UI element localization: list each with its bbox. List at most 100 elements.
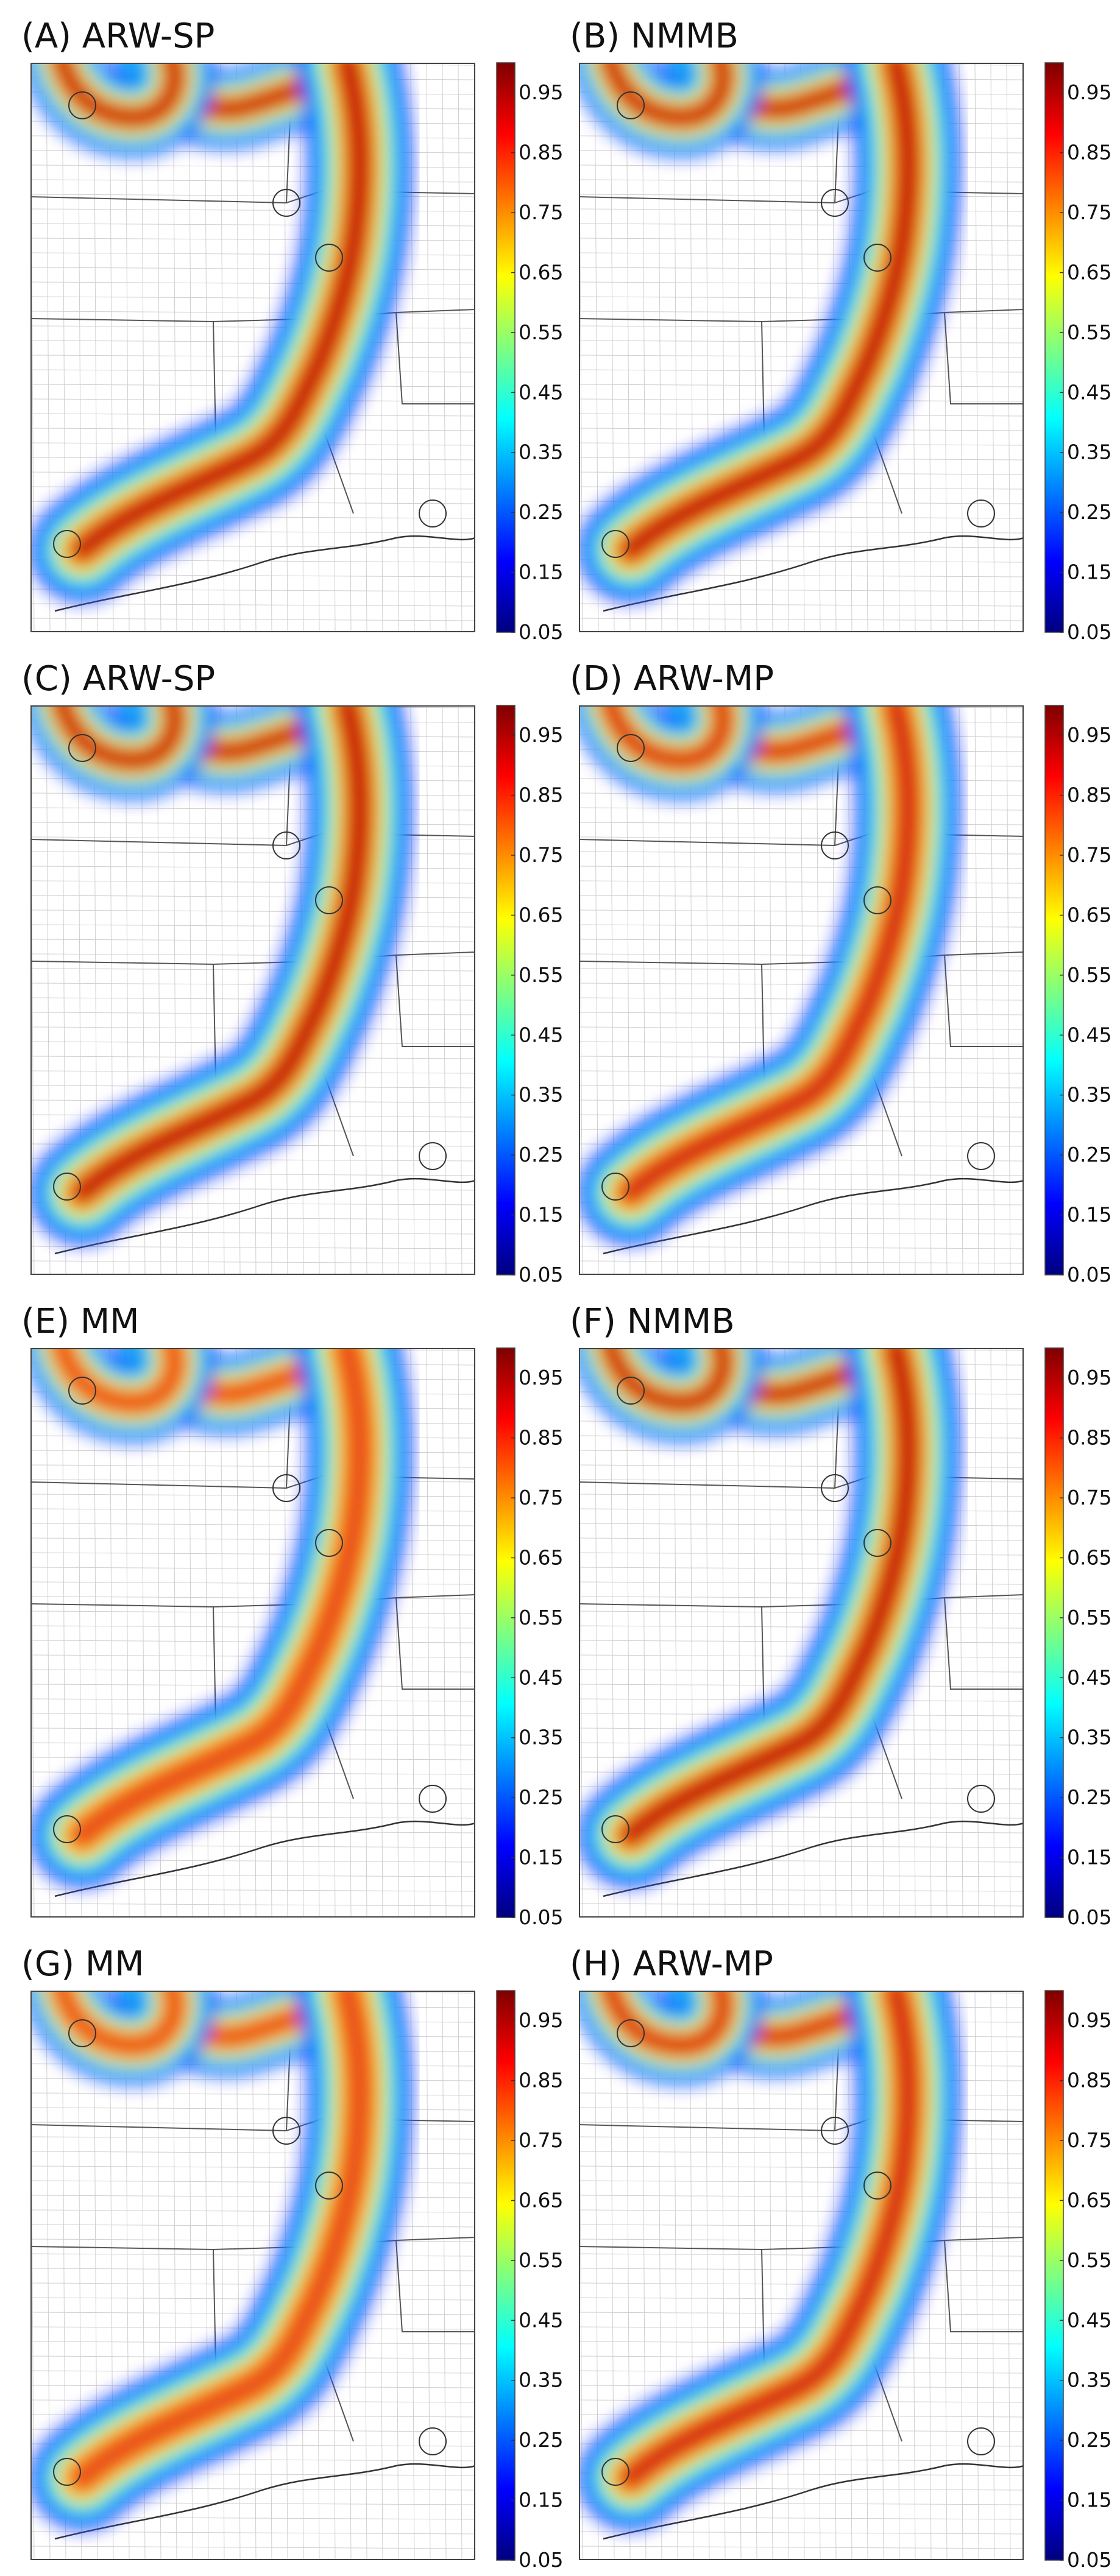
map-frame <box>579 705 1024 1275</box>
panel-title: (F) NMMB <box>570 1302 735 1341</box>
coastline <box>54 2463 475 2540</box>
colorbar-tick-label: 0.65 <box>1067 260 1111 284</box>
colorbar-tick-label: 0.65 <box>519 1545 563 1569</box>
colorbar-tick-label: 0.25 <box>1067 500 1111 524</box>
colorbar-tick-label: 0.15 <box>519 2488 563 2512</box>
map-frame <box>579 63 1024 632</box>
colorbar: 0.95 0.85 0.75 0.65 0.55 0.45 0.35 0.25 0.15 0.05 <box>1044 1347 1111 1929</box>
colorbar-tick-label: 0.95 <box>1067 1366 1111 1389</box>
colorbar-tick-label: 0.35 <box>1067 2368 1111 2392</box>
colorbar-tick-label: 0.75 <box>1067 2128 1111 2152</box>
colorbar-tick-label: 0.55 <box>1067 963 1111 987</box>
coastline <box>54 1820 475 1897</box>
colorbar-tick-label: 0.35 <box>1067 1726 1111 1749</box>
colorbar: 0.95 0.85 0.75 0.65 0.55 0.45 0.35 0.25 0.15 0.05 <box>1044 1990 1111 2572</box>
colorbar-tick-label: 0.25 <box>1067 1143 1111 1166</box>
colorbar-gradient <box>496 705 516 1276</box>
probability-map <box>30 705 475 1275</box>
colorbar-tick-label: 0.55 <box>519 1606 563 1629</box>
colorbar: 0.95 0.85 0.75 0.65 0.55 0.45 0.35 0.25 0.15 0.05 <box>496 62 563 644</box>
colorbar-gradient <box>496 1347 516 1918</box>
colorbar-tick-label: 0.55 <box>1067 2248 1111 2272</box>
colorbar-tick-label: 0.65 <box>519 260 563 284</box>
colorbar-gradient <box>1044 705 1064 1276</box>
probability-band <box>30 1991 412 2530</box>
colorbar-tick-label: 0.85 <box>1067 1426 1111 1450</box>
colorbar-gradient <box>1044 62 1064 633</box>
colorbar-tick-label: 0.35 <box>519 1083 563 1107</box>
coastline <box>54 1177 475 1255</box>
circle-markers <box>53 2019 447 2486</box>
colorbar-tick-label: 0.95 <box>519 80 563 104</box>
probability-band <box>579 1348 960 1887</box>
colorbar-tick-label: 0.15 <box>1067 560 1111 584</box>
colorbar-tick-label: 0.15 <box>1067 1846 1111 1869</box>
circle-markers <box>53 91 447 558</box>
colorbar-tick-label: 0.45 <box>519 2308 563 2332</box>
colorbar-tick-label: 0.85 <box>519 141 563 164</box>
colorbar-tick-label: 0.25 <box>1067 1785 1111 1809</box>
probability-map <box>579 705 1024 1275</box>
colorbar-tick-label: 0.45 <box>1067 1023 1111 1046</box>
colorbar-tick-label: 0.05 <box>519 620 563 644</box>
colorbar-gradient <box>1044 1990 1064 2561</box>
coastline <box>603 1820 1024 1897</box>
colorbar-tick-label: 0.35 <box>519 2368 563 2392</box>
colorbar: 0.95 0.85 0.75 0.65 0.55 0.45 0.35 0.25 0.15 0.05 <box>496 705 563 1286</box>
colorbar-tick-label: 0.65 <box>1067 1545 1111 1569</box>
colorbar-tick-label: 0.75 <box>519 843 563 867</box>
colorbar-tick-label: 0.75 <box>519 2128 563 2152</box>
colorbar-tick-label: 0.45 <box>519 1665 563 1689</box>
colorbar-tick-label: 0.55 <box>519 963 563 987</box>
colorbar-tick-label: 0.95 <box>1067 723 1111 747</box>
circle-markers <box>601 1377 995 1843</box>
panel-title: (H) ARW-MP <box>570 1944 773 1984</box>
colorbar-tick-label: 0.05 <box>1067 1905 1111 1929</box>
panel-g: (G) MM 0.95 0.85 0.75 0.65 0.55 0.45 0.35 0.25 0.… <box>9 1937 563 2572</box>
colorbar-tick-label: 0.85 <box>519 783 563 807</box>
panel-title: (E) MM <box>21 1302 140 1341</box>
colorbar-tick-label: 0.35 <box>519 440 563 464</box>
colorbar-tick-label: 0.45 <box>519 380 563 404</box>
colorbar-tick-label: 0.85 <box>1067 783 1111 807</box>
panel-b: (B) NMMB 0.95 0.85 0.75 0.65 0.55 0.45 0.35 0.25… <box>558 9 1111 644</box>
colorbar-tick-label: 0.45 <box>1067 2308 1111 2332</box>
circle-markers <box>53 734 447 1201</box>
coastline <box>54 535 475 612</box>
colorbar-tick-label: 0.65 <box>519 2188 563 2212</box>
probability-map <box>30 1991 475 2560</box>
colorbar-tick-label: 0.55 <box>1067 1606 1111 1629</box>
panel-title: (B) NMMB <box>570 16 739 56</box>
colorbar-tick-label: 0.75 <box>519 1486 563 1509</box>
colorbar-tick-label: 0.35 <box>1067 440 1111 464</box>
map-frame <box>579 1991 1024 2560</box>
colorbar-gradient <box>496 1990 516 2561</box>
colorbar-tick-label: 0.85 <box>519 1426 563 1450</box>
colorbar-tick-label: 0.05 <box>1067 1263 1111 1286</box>
probability-band <box>579 1991 960 2530</box>
colorbar: 0.95 0.85 0.75 0.65 0.55 0.45 0.35 0.25 0.15 0.05 <box>496 1347 563 1929</box>
colorbar-tick-label: 0.05 <box>1067 2548 1111 2572</box>
colorbar-tick-label: 0.65 <box>1067 903 1111 926</box>
map-frame <box>30 705 475 1275</box>
probability-map <box>579 1348 1024 1918</box>
probability-band <box>30 1348 412 1887</box>
panel-title: (G) MM <box>21 1944 144 1984</box>
colorbar: 0.95 0.85 0.75 0.65 0.55 0.45 0.35 0.25 0.15 0.05 <box>1044 705 1111 1286</box>
colorbar-tick-label: 0.65 <box>1067 2188 1111 2212</box>
colorbar-tick-label: 0.75 <box>1067 200 1111 224</box>
colorbar: 0.95 0.85 0.75 0.65 0.55 0.45 0.35 0.25 0.15 0.05 <box>496 1990 563 2572</box>
colorbar-gradient <box>1044 1347 1064 1918</box>
panel-a: (A) ARW-SP 0.95 0.85 0.75 0.65 0.55 0.45 0.35 0.… <box>9 9 563 644</box>
probability-band <box>579 705 960 1244</box>
colorbar-tick-label: 0.45 <box>1067 380 1111 404</box>
colorbar-gradient <box>496 62 516 633</box>
colorbar-tick-label: 0.95 <box>1067 2008 1111 2032</box>
colorbar-tick-label: 0.15 <box>1067 1203 1111 1227</box>
panel-title: (A) ARW-SP <box>21 16 215 56</box>
colorbar-tick-label: 0.55 <box>519 320 563 344</box>
panel-title: (C) ARW-SP <box>21 659 216 699</box>
colorbar-tick-label: 0.65 <box>519 903 563 926</box>
colorbar-tick-label: 0.75 <box>519 200 563 224</box>
